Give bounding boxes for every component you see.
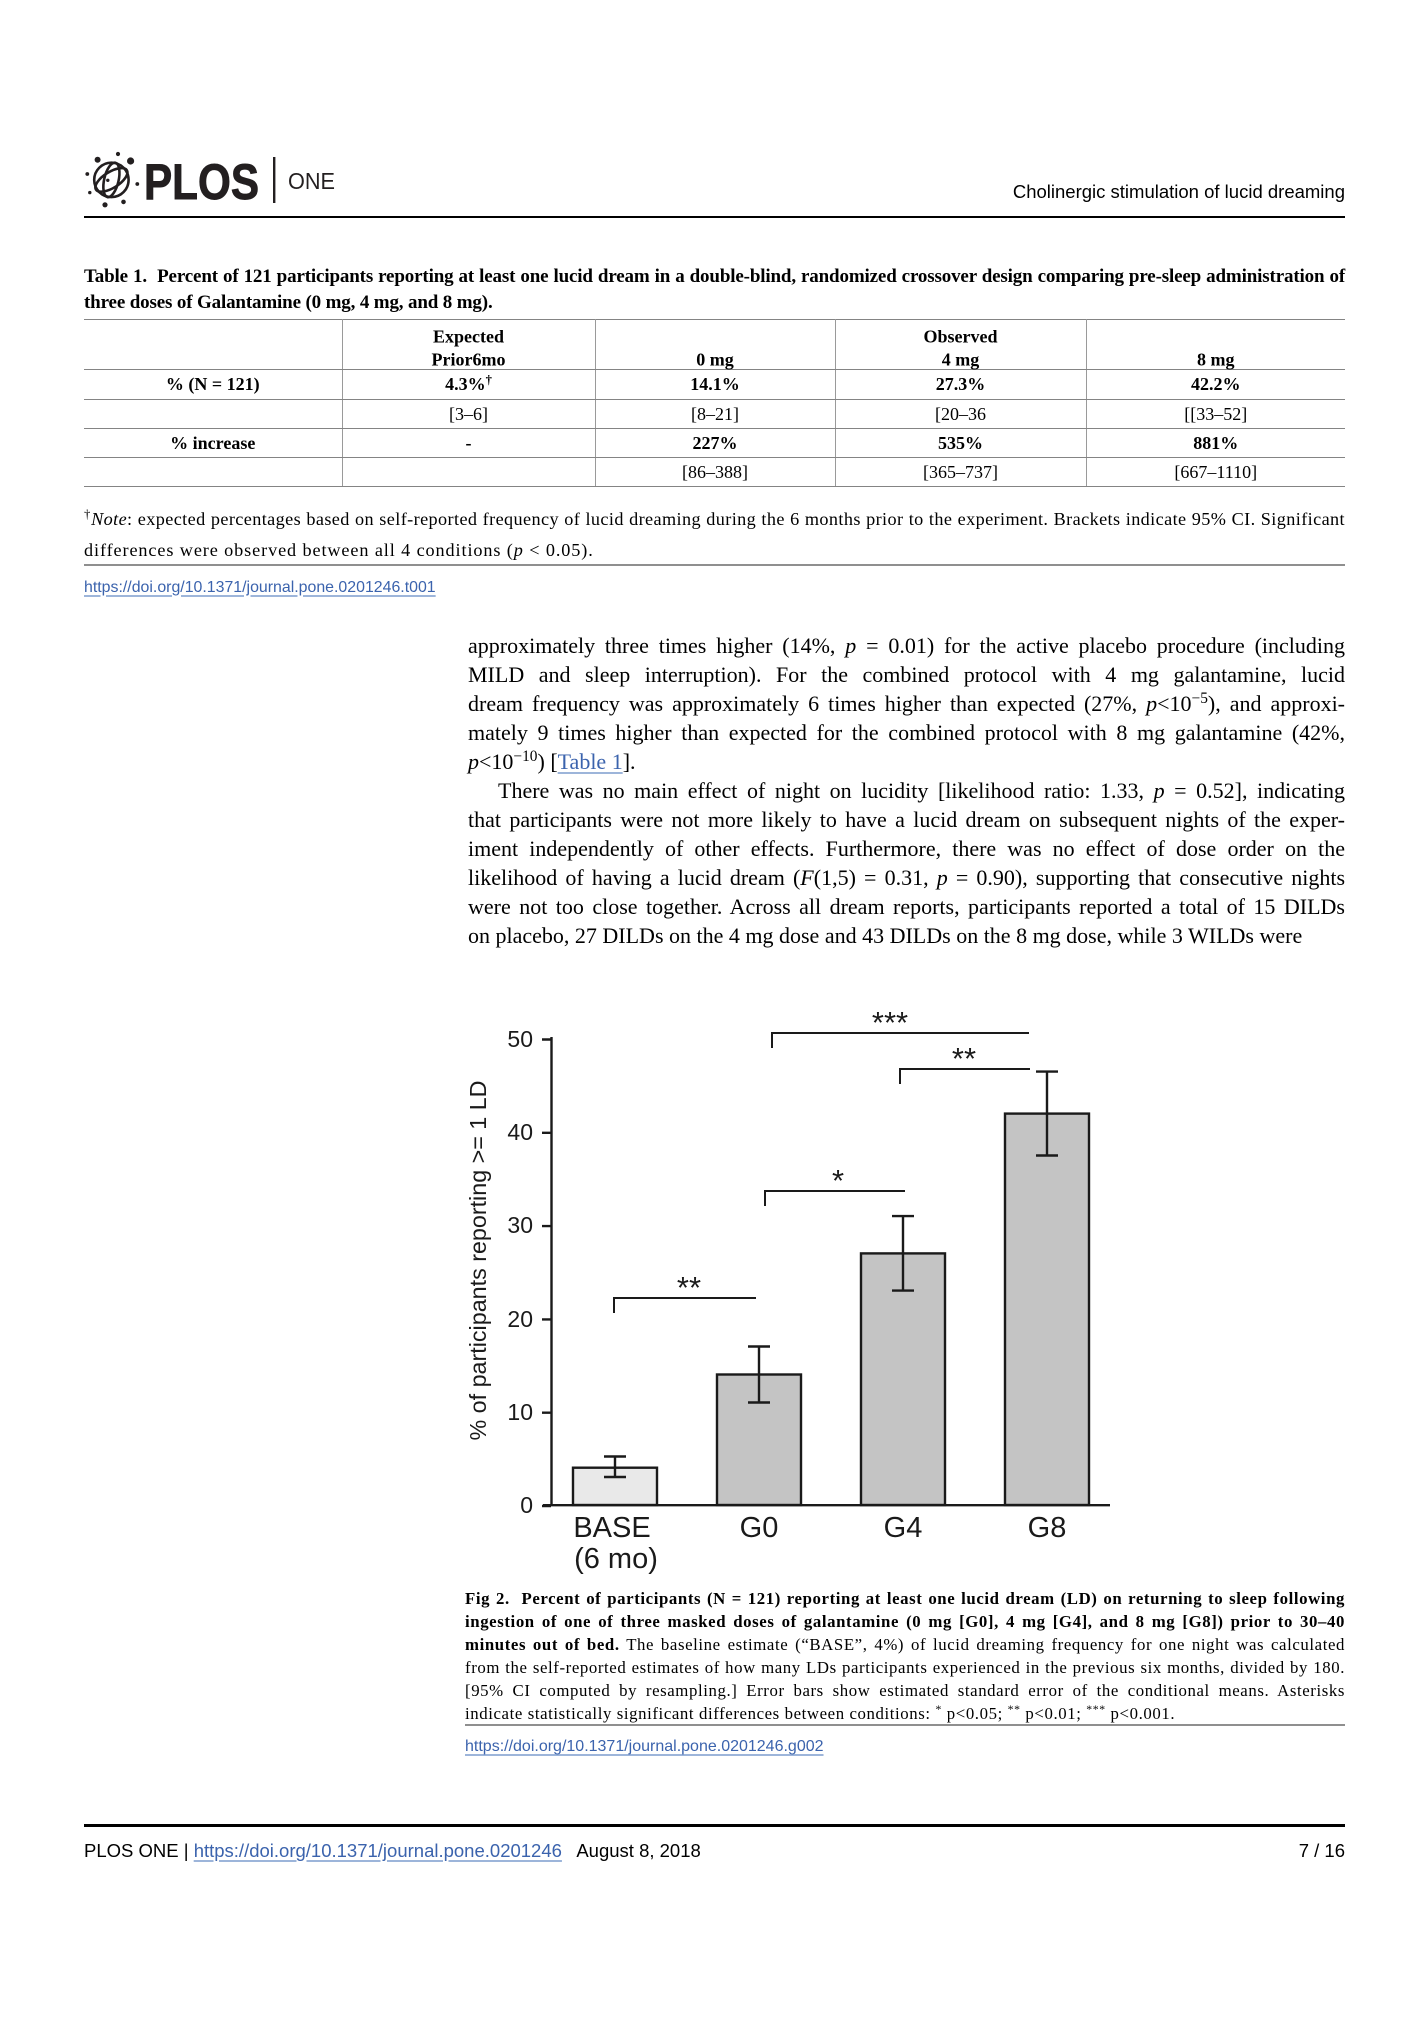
svg-text:0: 0 — [520, 1492, 533, 1518]
svg-text:G8: G8 — [1028, 1512, 1067, 1544]
svg-text:40: 40 — [507, 1119, 533, 1145]
svg-text:BASE: BASE — [573, 1512, 650, 1544]
svg-text:ONE: ONE — [288, 168, 335, 194]
svg-text:30: 30 — [507, 1212, 533, 1238]
svg-text:G0: G0 — [740, 1512, 779, 1544]
svg-text:**: ** — [952, 1041, 976, 1076]
svg-text:20: 20 — [507, 1306, 533, 1332]
svg-text:(6 mo): (6 mo) — [574, 1543, 658, 1575]
svg-text:***: *** — [872, 1005, 908, 1040]
svg-text:10: 10 — [507, 1399, 533, 1425]
svg-text:% of participants reporting >=: % of participants reporting >= 1 LD — [465, 1080, 491, 1440]
svg-text:*: * — [832, 1163, 844, 1198]
svg-text:**: ** — [677, 1270, 701, 1305]
svg-text:50: 50 — [507, 1026, 533, 1052]
svg-text:G4: G4 — [884, 1512, 923, 1544]
svg-text:PLOS: PLOS — [144, 154, 259, 210]
